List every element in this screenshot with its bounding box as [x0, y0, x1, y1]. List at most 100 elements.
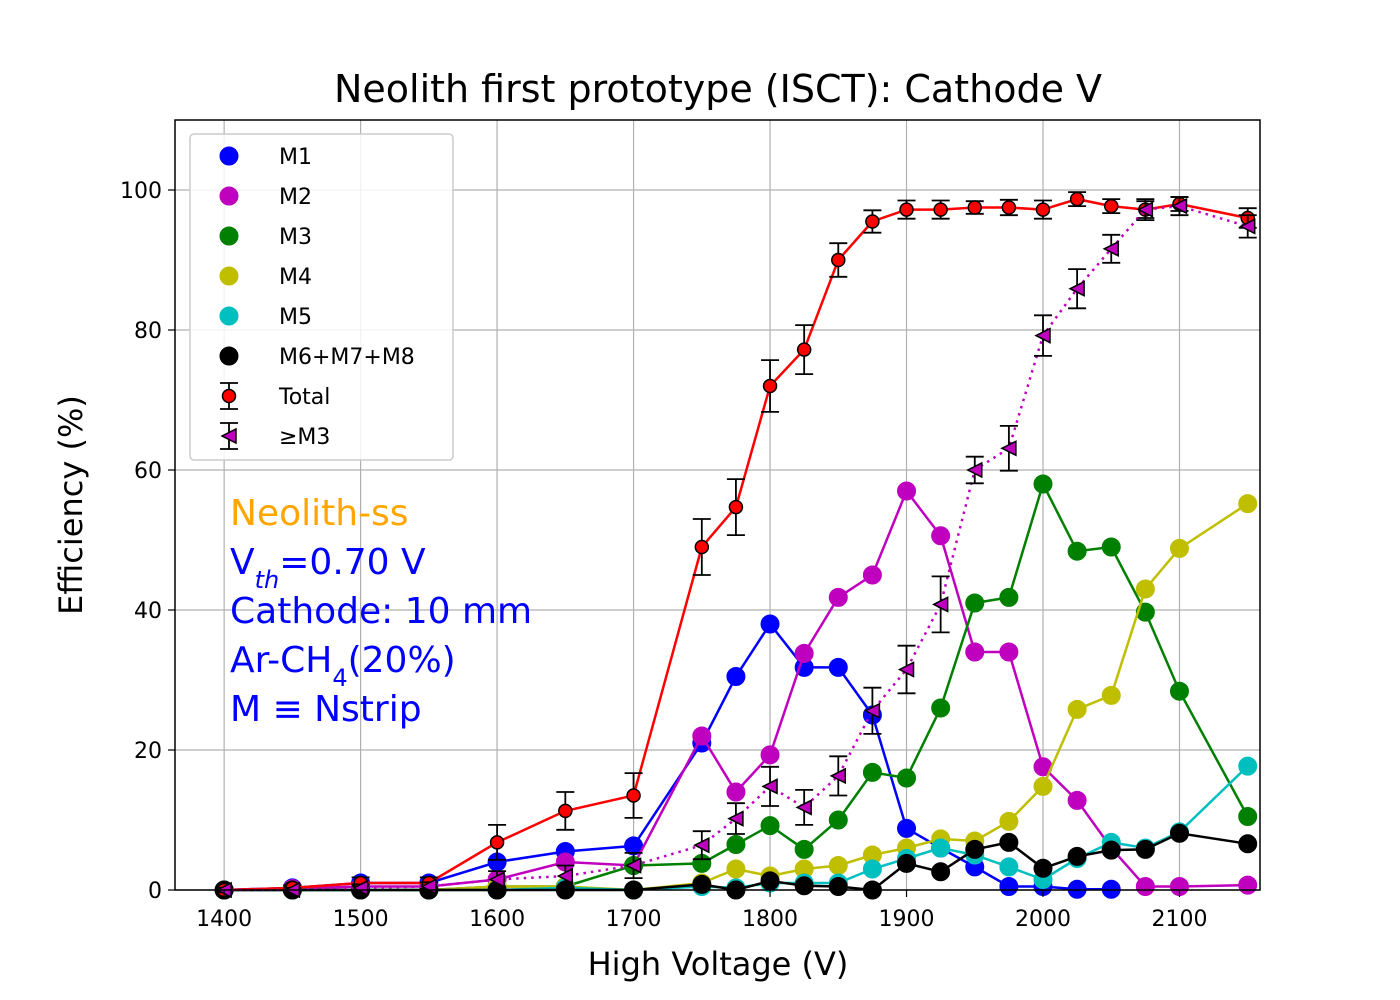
annotation-line: Ar-CH4(20%) [230, 640, 456, 692]
axes-ticks: 1400 1500 1600 1700 1800 1900 2000 2100 0 20 40 60 8… [120, 179, 1207, 932]
data-point-m4 [1033, 776, 1053, 796]
y-tick-label: 40 [134, 599, 162, 624]
series-line-m3 [224, 204, 1249, 892]
data-point-total [728, 499, 744, 515]
data-point-total [1001, 200, 1017, 215]
data-point-m3 [1170, 197, 1188, 215]
data-point-total [865, 214, 880, 229]
data-point-total [967, 200, 983, 215]
data-point-m3 [1135, 602, 1155, 622]
legend-marker [219, 266, 239, 286]
data-point-total [694, 539, 710, 555]
data-point-m1 [760, 614, 780, 634]
data-point-m3 [761, 778, 778, 795]
data-point-m2 [862, 565, 882, 585]
data-point-m3 [829, 767, 847, 785]
y-tick-label: 0 [148, 879, 162, 904]
legend-label: M1 [279, 145, 312, 170]
data-point-m3 [556, 867, 574, 885]
data-point-m2 [1135, 877, 1155, 896]
legend-label: M5 [279, 305, 312, 330]
legend-marker [219, 186, 239, 206]
legend-label: M3 [279, 225, 312, 250]
data-point-m5 [999, 857, 1019, 877]
x-tick-label: 1400 [196, 907, 252, 932]
data-point-m6-m7-m8 [1238, 834, 1258, 854]
legend-item-m3: ≥M3 [220, 422, 330, 450]
data-point-total [899, 202, 914, 217]
x-tick-label: 1900 [879, 907, 935, 932]
series-m3 [215, 196, 1257, 899]
data-point-m6-m7-m8 [999, 832, 1019, 852]
data-point-m4 [1238, 494, 1258, 514]
data-point-total [796, 342, 812, 357]
plot-frame [174, 119, 1261, 891]
y-tick-label: 100 [120, 179, 162, 204]
data-point-m5 [1238, 756, 1258, 776]
y-tick-label: 60 [134, 459, 162, 484]
data-point-m6-m7-m8 [1169, 823, 1189, 843]
legend-frame [189, 133, 454, 461]
data-point-m2 [965, 642, 985, 662]
data-point-m3 [931, 698, 951, 718]
data-point-total [1035, 202, 1051, 217]
annotation-line: Neolith-ss [230, 493, 409, 534]
data-point-m3 [1169, 681, 1189, 701]
legend-marker [219, 146, 239, 166]
legend: M1 M2 M3 M4 M5 M6+M7+M8 Total ≥M3 [189, 133, 454, 461]
data-point-m2 [726, 782, 746, 802]
chart-title: Neolith first prototype (ISCT): Cathode … [334, 67, 1102, 111]
legend-item-m6-m7-m8: M6+M7+M8 [219, 345, 415, 370]
data-point-m3 [760, 816, 780, 836]
data-point-m3 [862, 762, 882, 782]
data-point-m3 [999, 587, 1019, 607]
legend-label: Total [278, 385, 330, 410]
data-point-m2 [794, 643, 814, 663]
data-point-m4 [828, 856, 848, 875]
legend-label: M6+M7+M8 [279, 345, 415, 370]
x-tick-label: 1500 [333, 907, 389, 932]
data-point-m3 [1136, 201, 1154, 218]
legend-label: M2 [279, 185, 312, 210]
data-point-m2 [760, 745, 780, 765]
data-point-m3 [1068, 280, 1085, 297]
data-point-m1 [999, 877, 1019, 896]
data-point-m6-m7-m8 [794, 876, 814, 896]
y-tick-label: 20 [134, 739, 162, 764]
data-point-m3 [1102, 240, 1119, 258]
legend-marker [220, 427, 237, 445]
legend-marker [219, 346, 239, 366]
data-point-total [831, 252, 846, 268]
legend-item-total: Total [220, 382, 330, 410]
data-point-m3 [624, 857, 642, 874]
x-tick-label: 2100 [1151, 907, 1207, 932]
data-point-m6-m7-m8 [828, 877, 848, 896]
annotation-line: M ≡ Nstrip [230, 689, 422, 730]
data-point-m3 [1034, 327, 1051, 344]
legend-item-m1: M1 [219, 145, 312, 170]
data-point-m3 [727, 810, 744, 827]
legend-label: M4 [279, 265, 312, 290]
x-tick-label: 2000 [1015, 907, 1071, 932]
grid [175, 120, 1260, 891]
data-point-m3 [795, 799, 812, 816]
data-point-m1 [828, 657, 848, 677]
data-point-m2 [931, 526, 951, 546]
data-point-m1 [897, 818, 917, 838]
data-point-m2 [692, 726, 712, 746]
data-point-total [489, 835, 505, 850]
data-point-m3 [965, 593, 985, 613]
data-point-m3 [1000, 440, 1017, 457]
data-point-m2 [1067, 790, 1087, 810]
data-point-m6-m7-m8 [965, 839, 985, 859]
data-point-m3 [966, 461, 983, 479]
data-point-m3 [726, 835, 746, 854]
legend-marker [221, 388, 237, 404]
data-point-m1 [726, 667, 746, 686]
series-m3 [214, 474, 1258, 900]
data-point-m3 [863, 702, 881, 720]
data-point-m3 [693, 836, 710, 854]
legend-label: ≥M3 [279, 425, 330, 450]
data-point-m3 [794, 839, 814, 859]
